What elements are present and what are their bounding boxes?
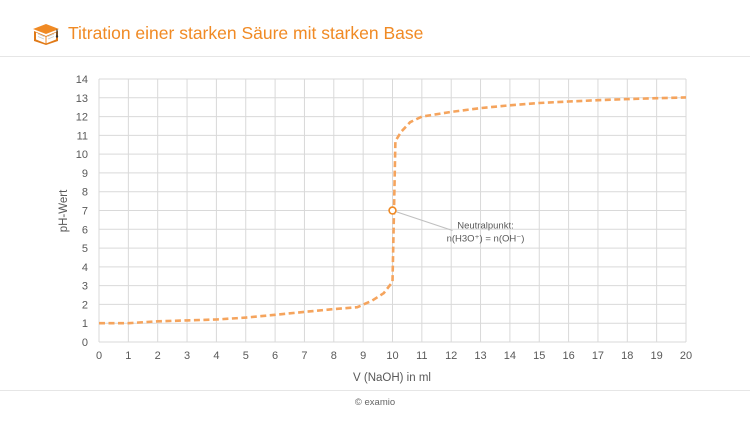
y-tick-label: 9	[82, 168, 88, 180]
x-tick-label: 19	[651, 350, 663, 362]
x-tick-label: 1	[125, 350, 131, 362]
annotation-leader-line	[392, 210, 453, 231]
x-tick-label: 0	[96, 350, 102, 362]
x-tick-label: 3	[184, 350, 190, 362]
y-axis-label: pH-Wert	[58, 189, 70, 232]
x-tick-label: 9	[360, 350, 366, 362]
y-tick-label: 4	[82, 262, 88, 274]
x-tick-label: 14	[504, 350, 516, 362]
y-tick-label: 14	[76, 74, 88, 86]
grid-lines	[98, 78, 687, 343]
y-tick-label: 2	[82, 299, 88, 311]
x-tick-label: 16	[562, 350, 574, 362]
x-tick-label: 6	[272, 350, 278, 362]
x-tick-label: 12	[445, 350, 457, 362]
x-tick-label: 4	[213, 350, 219, 362]
y-tick-label: 1	[82, 318, 88, 330]
footer-divider	[0, 390, 750, 391]
y-tick-label: 5	[82, 243, 88, 255]
x-tick-label: 8	[331, 350, 337, 362]
x-tick-label: 18	[621, 350, 633, 362]
x-tick-label: 20	[680, 350, 692, 362]
x-tick-label: 11	[416, 350, 427, 362]
page-title: Titration einer starken Säure mit starke…	[68, 23, 424, 43]
x-tick-label: 17	[592, 350, 604, 362]
y-tick-label: 3	[82, 281, 88, 293]
copyright-footer: © examio	[354, 397, 396, 408]
x-tick-label: 10	[386, 350, 398, 362]
x-tick-label: 13	[474, 350, 486, 362]
y-tick-label: 0	[82, 337, 88, 349]
y-tick-label: 7	[82, 206, 88, 218]
y-tick-label: 8	[82, 187, 88, 199]
y-tick-label: 13	[76, 93, 88, 105]
x-tick-labels: 0 1 2 3 4 5 6 7 8 9 10 11 12 13 14 15 16 17 18 19 20	[96, 350, 692, 362]
x-tick-label: 15	[533, 350, 545, 362]
x-tick-label: 2	[155, 350, 161, 362]
neutral-point-marker	[388, 206, 397, 215]
y-tick-label: 11	[77, 130, 88, 142]
annotation-label-line1: Neutralpunkt:	[457, 221, 514, 232]
y-tick-label: 12	[76, 112, 88, 124]
y-tick-label: 6	[82, 224, 88, 236]
annotation-label-line2: n(H3O⁺) = n(OH⁻)	[447, 234, 525, 245]
book-logo-icon	[33, 24, 59, 45]
y-tick-label: 10	[76, 149, 88, 161]
x-tick-label: 5	[243, 350, 249, 362]
x-tick-label: 7	[301, 350, 307, 362]
header: Titration einer starken Säure mit starke…	[0, 0, 750, 57]
x-axis-label: V (NaOH) in ml	[353, 372, 431, 384]
